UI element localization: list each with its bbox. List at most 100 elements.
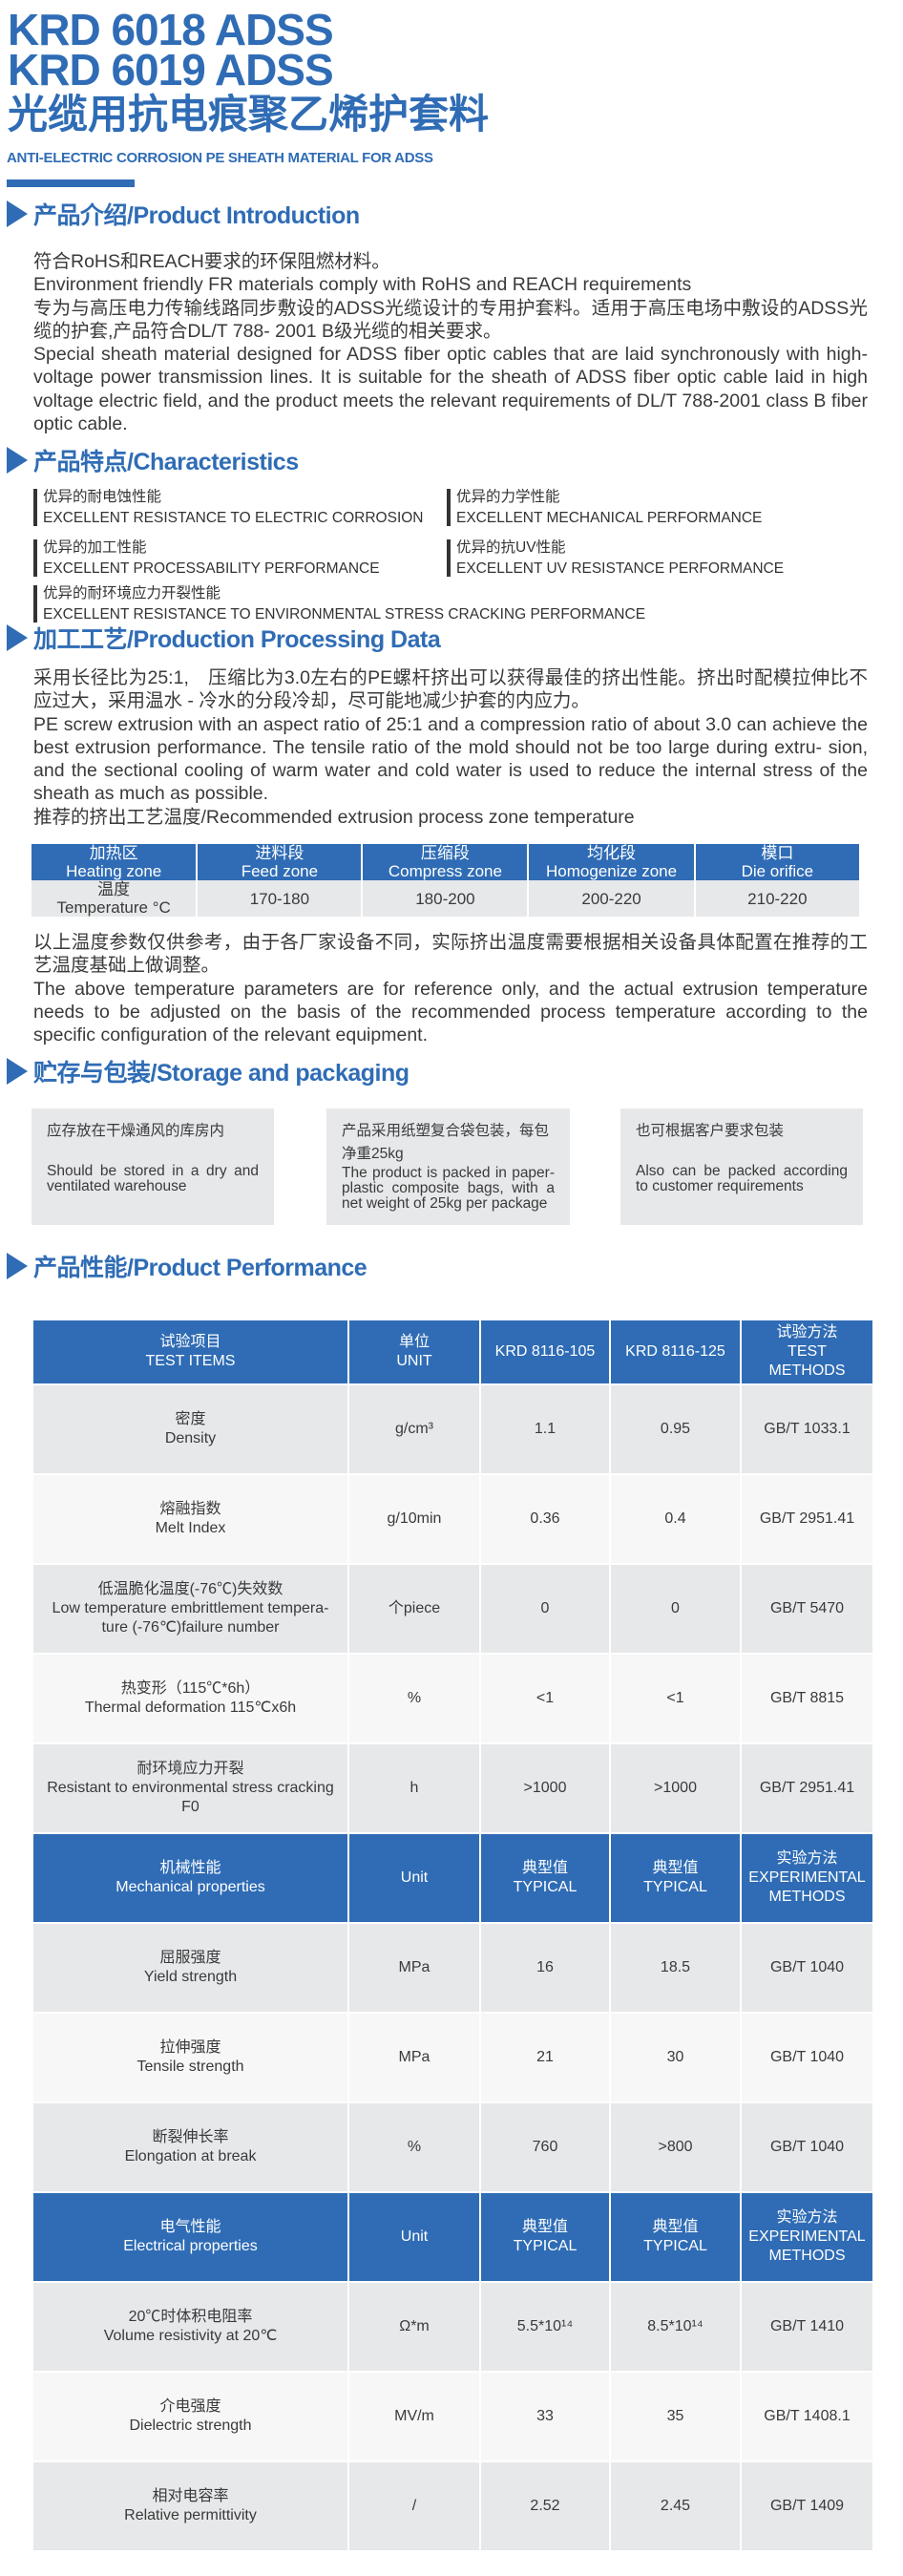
cell-line-primary: <1 (536, 1690, 555, 1706)
table-cell: >1000 (481, 1744, 609, 1832)
feature-en: EXCELLENT RESISTANCE TO ENVIRONMENTAL ST… (43, 606, 646, 623)
table-cell: h (349, 1744, 479, 1832)
table-cell: g/10min (349, 1475, 479, 1563)
product-subtitle: ANTI-ELECTRIC CORROSION PE SHEATH MATERI… (7, 150, 433, 166)
cell-line-secondary: TYPICAL (513, 2238, 578, 2254)
cell-line-primary: % (407, 2139, 422, 2155)
cell-line-primary: % (407, 1690, 422, 1706)
cell-line-primary: MPa (398, 2049, 430, 2065)
cell-line-primary: 35 (666, 2408, 684, 2424)
note-paragraph: The above temperature parameters are for… (33, 978, 868, 1046)
feature-item: 优异的耐电蚀性能 EXCELLENT RESISTANCE TO ELECTRI… (33, 489, 424, 526)
table-header-row: 电气性能 Electrical properties Unit 典型值 TYPICAL 典… (33, 2193, 872, 2281)
table-cell: 35 (611, 2373, 740, 2460)
cell-line-primary: 断裂伸长率 (152, 2129, 229, 2145)
triangle-bullet-icon (7, 1253, 28, 1279)
table-cell: 2.52 (481, 2462, 609, 2550)
cell-line-primary: 实验方法 (776, 1850, 838, 1867)
cell-line-primary: 热变形（115℃*6h） (120, 1680, 261, 1697)
processing-text: 采用长径比为25:1, 压缩比为3.0左右的PE螺杆挤出可以获得最佳的挤出性能。… (33, 666, 868, 829)
cell-line-primary: g/10min (387, 1510, 442, 1527)
cell-line-primary: >1000 (654, 1780, 697, 1796)
table-cell: >800 (611, 2103, 740, 2191)
cell-line-primary: GB/T 1409 (769, 2498, 845, 2514)
cell-line-primary: GB/T 1040 (769, 1959, 845, 1975)
storage-en: Should be stored in a dry and ventilated… (47, 1163, 259, 1194)
processing-paragraph: 推荐的挤出工艺温度/Recommended extrusion process … (33, 806, 635, 828)
table-cell: 21 (481, 2014, 609, 2101)
feature-cn: 优异的耐电蚀性能 (43, 489, 162, 505)
header-en: Feed zone (241, 862, 319, 880)
cell-line-secondary: Density (164, 1430, 217, 1446)
row-label-cn: 温度 (97, 880, 131, 898)
triangle-bullet-icon (7, 1058, 28, 1085)
triangle-bullet-icon (7, 447, 28, 474)
table-cell: 5.5*10¹⁴ (481, 2283, 609, 2371)
header-en: Die orifice (741, 862, 814, 880)
test-item-cell: 相对电容率 Relative permittivity (33, 2462, 347, 2550)
processing-paragraph: PE screw extrusion with an aspect ratio … (33, 713, 868, 805)
cell-line-primary: 相对电容率 (152, 2488, 229, 2504)
table-cell: / (349, 2462, 479, 2550)
header-cn: 加热区 (89, 844, 138, 862)
table-cell: GB/T 1033.1 (742, 1385, 872, 1473)
test-item-cell: 断裂伸长率 Elongation at break (33, 2103, 347, 2191)
header-cell: KRD 8116-125 (611, 1320, 740, 1383)
header-cell: 单位 UNIT (349, 1320, 479, 1383)
table-cell: 200-220 (529, 880, 694, 917)
table-header-row: 加热区 Heating zone 进料段 Feed zone 压缩段 Compress… (32, 844, 859, 880)
table-cell: 170-180 (198, 880, 362, 917)
section-title: 产品介绍/Product Introduction (33, 202, 360, 229)
cell-line-primary: 单位 (398, 1334, 430, 1350)
table-cell: <1 (611, 1655, 740, 1742)
product-title-cn: 光缆用抗电痕聚乙烯护套料 (8, 92, 490, 137)
cell-line-primary: 0.95 (660, 1421, 691, 1437)
intro-paragraph: Environment friendly FR materials comply… (33, 274, 692, 296)
feature-item: 优异的抗UV性能 EXCELLENT UV RESISTANCE PERFORM… (447, 539, 784, 577)
header-en: Compress zone (388, 862, 502, 880)
cell-line-secondary: TYPICAL (513, 1879, 578, 1895)
table-row: 热变形（115℃*6h） Thermal deformation 115℃x6h%… (33, 1655, 872, 1742)
test-item-cell: 20℃时体积电阻率 Volume resistivity at 20℃ (33, 2283, 347, 2371)
cell-line-primary: 16 (536, 1959, 554, 1975)
cell-line-primary: 介电强度 (159, 2398, 221, 2415)
table-cell: 18.5 (611, 1924, 740, 2012)
cell-line-secondary: Mechanical properties (116, 1879, 265, 1895)
table-cell: >1000 (611, 1744, 740, 1832)
header-cell: 典型值 TYPICAL (611, 1834, 740, 1922)
cell-line-primary: 8.5*10¹⁴ (647, 2318, 704, 2334)
table-row: 相对电容率 Relative permittivity / 2.52 2.45 GB/T … (33, 2462, 872, 2550)
feature-cn: 优异的抗UV性能 (456, 539, 566, 556)
header-cell: 典型值 TYPICAL (481, 1834, 609, 1922)
table-cell: 760 (481, 2103, 609, 2191)
section-title: 产品性能/Product Performance (33, 1255, 368, 1281)
product-title-6018: KRD 6018 ADSS (8, 5, 334, 54)
cell-line-primary: g/cm³ (395, 1421, 433, 1437)
table-cell: GB/T 1040 (742, 2103, 872, 2191)
table-cell: 180-200 (363, 880, 528, 917)
feature-cn: 优异的加工性能 (43, 539, 147, 556)
custom-packaging-cn: 也可根据客户要求包装 (636, 1123, 785, 1139)
table-row: 屈服强度 Yield strength MPa 16 18.5 GB/T 1040 (33, 1924, 872, 2012)
table-row: 耐环境应力开裂 Resistant to environmental stress… (33, 1744, 872, 1832)
cell-line-primary: Unit (400, 1869, 429, 1886)
table-row: 断裂伸长率 Elongation at break% 760 >800 GB/T 104… (33, 2103, 872, 2191)
cell-line-primary: 实验方法 (776, 2209, 838, 2226)
section-heading-intro: 产品介绍/Product Introduction (7, 201, 360, 229)
cell-line-primary: 拉伸强度 (159, 2039, 221, 2056)
intro-paragraph: 符合RoHS和REACH要求的环保阻燃材料。 (33, 251, 390, 272)
table-row: 熔融指数 Melt Index g/10min 0.36 0.4 GB/T 2951.41 (33, 1475, 872, 1563)
row-label-cell: 温度 Temperature °C (32, 880, 197, 917)
cell-line-secondary: Elongation at break (124, 2148, 257, 2164)
table-row: 介电强度 Dielectric strength MV/m 33 35 GB/T 1408… (33, 2373, 872, 2460)
feature-item: 优异的力学性能 EXCELLENT MECHANICAL PERFORMANCE (447, 489, 762, 526)
cell-line-primary: 2.52 (530, 2498, 560, 2514)
feature-cn: 优异的力学性能 (456, 489, 560, 505)
header-cell: 典型值 TYPICAL (611, 2193, 740, 2281)
cell-line-primary: MV/m (394, 2408, 434, 2424)
header-cell: 实验方法 EXPERIMENTAL METHODS (742, 1834, 872, 1922)
cell-line-primary: 0.36 (530, 1510, 560, 1527)
table-row: 拉伸强度 Tensile strength MPa 21 30 GB/T 1040 (33, 2014, 872, 2101)
cell-line-primary: 机械性能 (159, 1860, 221, 1876)
table-cell: MPa (349, 2014, 479, 2101)
